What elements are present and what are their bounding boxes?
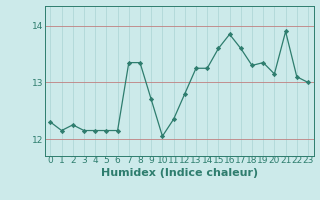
X-axis label: Humidex (Indice chaleur): Humidex (Indice chaleur)	[100, 168, 258, 178]
